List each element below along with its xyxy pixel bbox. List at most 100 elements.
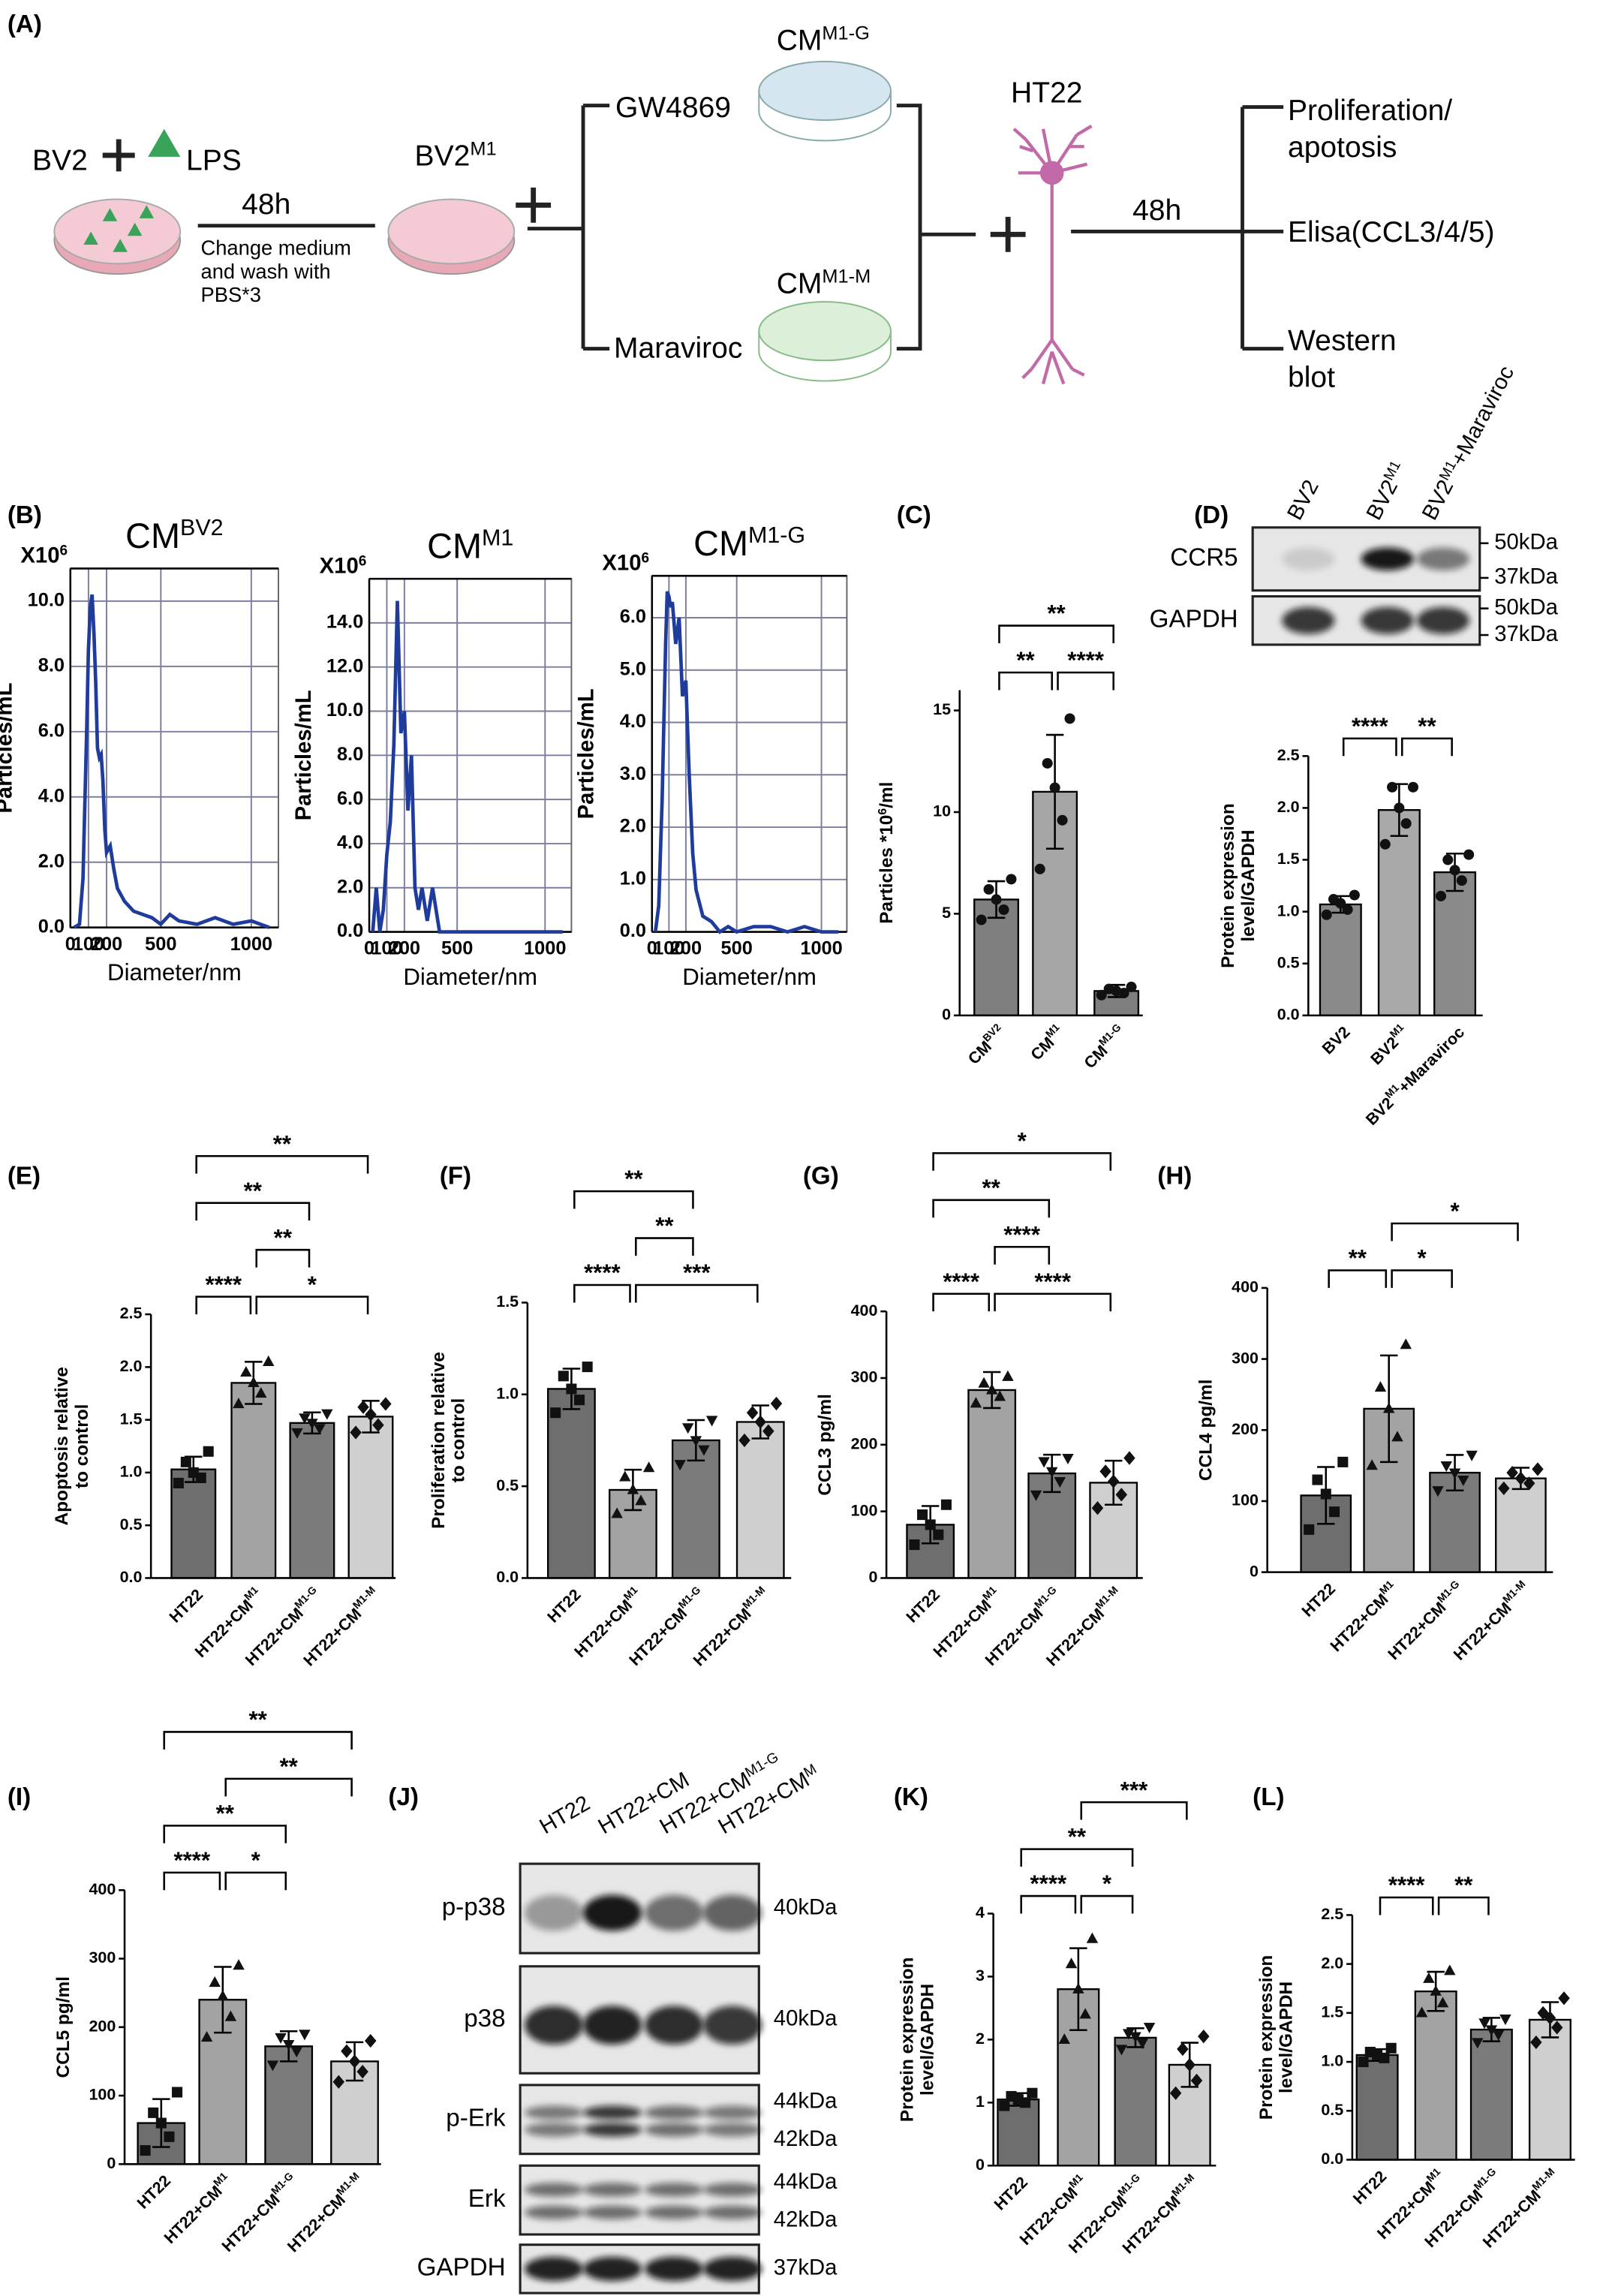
lps-dot [102, 208, 118, 221]
data-point [1423, 1972, 1435, 1983]
blot-band [703, 2183, 762, 2197]
blot-band [583, 2183, 642, 2197]
bar [967, 1389, 1017, 1579]
plot-frame [69, 567, 279, 928]
y-axis-label: CCL4 pg/ml [1196, 1380, 1217, 1482]
kda-label: 40kDa [774, 2006, 838, 2031]
y-axis-label: CCL5 pg/ml [53, 1976, 74, 2078]
significance-bracket [994, 1246, 1051, 1265]
maraviroc-label: Maraviroc [614, 332, 742, 364]
y-tick-label: 0.5 [496, 1476, 519, 1494]
data-point [291, 1428, 303, 1439]
blot-band [645, 2123, 704, 2137]
x-tick-label: 0 [364, 938, 374, 959]
y-tick-label: 100 [1232, 1491, 1259, 1509]
time-label: 48h [1132, 194, 1181, 227]
data-point [1328, 894, 1340, 905]
x-tick-label-part: M1-G [1471, 2165, 1498, 2192]
row-label: p-Erk [446, 2105, 506, 2132]
significance-bracket [1020, 1894, 1077, 1914]
blot-band [524, 2123, 584, 2137]
blot-band [524, 2256, 584, 2281]
panel-label: (F) [440, 1162, 471, 1190]
data-point [1537, 2006, 1549, 2020]
data-point [1079, 2008, 1091, 2019]
significance-label: * [1418, 1245, 1427, 1271]
blot-band [645, 2105, 704, 2120]
significance-label: **** [1030, 1870, 1067, 1897]
dendrites [1012, 125, 1093, 175]
significance-label: **** [1352, 713, 1388, 739]
significance-label: **** [205, 1271, 242, 1298]
data-point [140, 2145, 151, 2156]
y-tick-label: 0 [942, 1006, 951, 1024]
significance-label: ** [279, 1753, 298, 1780]
data-point [738, 1433, 750, 1448]
x-tick-label-part: HT22+CM [218, 2190, 284, 2255]
lane-label-part: BV2 [1417, 476, 1458, 524]
output-label: Western [1288, 325, 1397, 357]
data-point [306, 1419, 318, 1430]
data-point [341, 2044, 353, 2058]
data-point [203, 1446, 214, 1457]
x-tick-label: BV2M1 [1365, 1021, 1412, 1068]
data-point [1304, 1524, 1315, 1535]
y-multiplier: X106 [20, 543, 68, 568]
significance-bracket [1342, 737, 1397, 757]
blot-band [703, 2256, 762, 2281]
y-tick-label: 1.5 [496, 1292, 519, 1310]
kda-label: 42kDa [774, 2207, 838, 2231]
data-point [1374, 1381, 1387, 1392]
kda-label: 37kDa [1494, 564, 1558, 589]
y-multiplier-part: X10 [320, 553, 359, 578]
significance-bracket [1080, 1894, 1134, 1914]
y-tick-label: 0.5 [1321, 2101, 1343, 2119]
data-point [173, 1477, 184, 1488]
x-tick-label-part: M1-M [740, 1584, 768, 1611]
bv2-label: BV2 [32, 144, 88, 176]
x-tick-label-part: M1-G [269, 2170, 296, 2197]
y-axis-label-line: Apoptosis relative [52, 1367, 72, 1525]
x-tick-label-part: M1-M [1093, 1584, 1120, 1611]
lps-icon [148, 128, 181, 157]
y-tick-label: 4.0 [38, 785, 65, 806]
significance-bracket [932, 1199, 1051, 1218]
label-part: BV2 [415, 140, 471, 173]
significance-bracket [994, 1292, 1112, 1312]
data-point [1054, 1477, 1066, 1488]
panel-label: (A) [8, 11, 42, 38]
panel-label: (G) [803, 1162, 839, 1190]
significance-label: * [1018, 1127, 1027, 1154]
data-point [332, 2075, 344, 2089]
data-point [1062, 1453, 1074, 1465]
data-point [690, 1436, 702, 1447]
y-axis-label-line: Proliferation relative [429, 1352, 449, 1529]
y-tick-label: 8.0 [38, 655, 65, 676]
dish-side [758, 91, 892, 142]
significance-bracket [932, 1152, 1112, 1171]
x-tick-label: 200 [91, 934, 122, 955]
x-tick-label: 100 [653, 938, 684, 959]
x-tick-label-part: HT22+CM [242, 1604, 307, 1669]
series-line [371, 600, 563, 934]
x-tick-label-part: HT22+CM [625, 1604, 690, 1669]
data-point [1096, 989, 1107, 1001]
output-label: Elisa(CCL3/4/5) [1288, 216, 1495, 248]
data-point [1103, 983, 1114, 995]
x-tick-label-part: HT22+CM [930, 1596, 995, 1661]
x-tick-label-part: M1-G [1115, 2171, 1142, 2198]
y-tick-label: 2.5 [1321, 1905, 1343, 1923]
x-tick-label: HT22 [166, 1586, 206, 1626]
data-point [999, 2100, 1010, 2111]
y-tick-label: 0 [868, 1568, 877, 1586]
data-point [180, 1456, 191, 1467]
significance-label: ** [273, 1130, 292, 1157]
row-label: GAPDH [1150, 605, 1238, 633]
label-part: CM [777, 267, 823, 299]
y-tick-label: 3 [976, 1966, 985, 1985]
lps-dot [113, 239, 128, 252]
significance-label: **** [174, 1847, 211, 1873]
row-label: GAPDH [417, 2254, 506, 2282]
x-tick-label: BV2 [1319, 1023, 1354, 1058]
panel-label: (J) [388, 1783, 419, 1811]
